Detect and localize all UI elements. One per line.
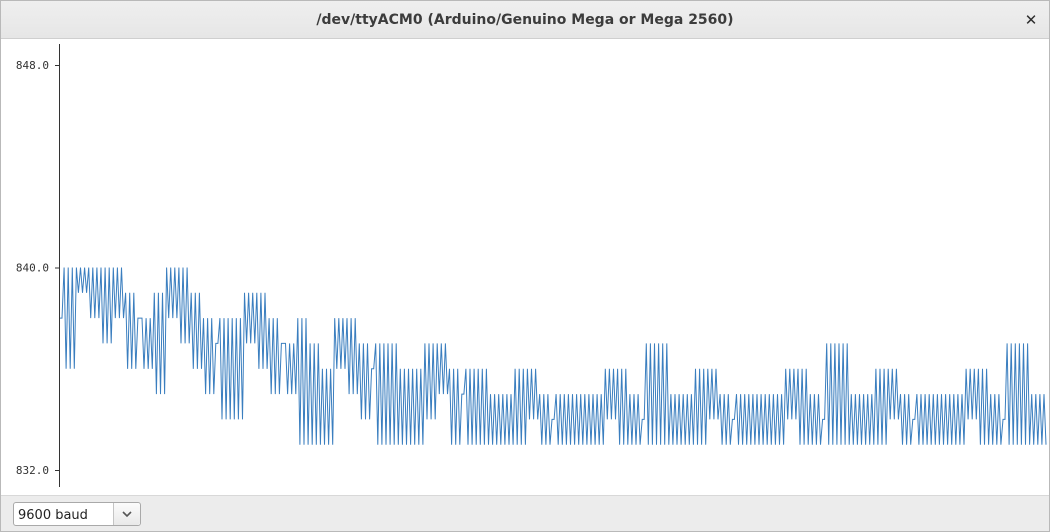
y-tick-label: 848.0	[16, 59, 49, 72]
bottom-toolbar: 9600 baud	[1, 495, 1049, 531]
serial-plot-chart: 848.0 840.0 832.0	[16, 44, 1047, 487]
baud-dropdown-button[interactable]	[113, 503, 140, 525]
title-bar[interactable]: /dev/ttyACM0 (Arduino/Genuino Mega or Me…	[1, 1, 1049, 39]
window-title: /dev/ttyACM0 (Arduino/Genuino Mega or Me…	[316, 12, 734, 28]
plot-area: 848.0 840.0 832.0	[1, 40, 1049, 495]
close-icon[interactable]: ✕	[1024, 11, 1038, 29]
chevron-down-icon	[122, 511, 132, 518]
baud-rate-value: 9600 baud	[18, 508, 88, 523]
y-tick-label: 832.0	[16, 464, 49, 477]
baud-rate-select[interactable]: 9600 baud	[13, 502, 141, 526]
series-line	[60, 267, 1047, 445]
y-tick-label: 840.0	[16, 262, 49, 275]
